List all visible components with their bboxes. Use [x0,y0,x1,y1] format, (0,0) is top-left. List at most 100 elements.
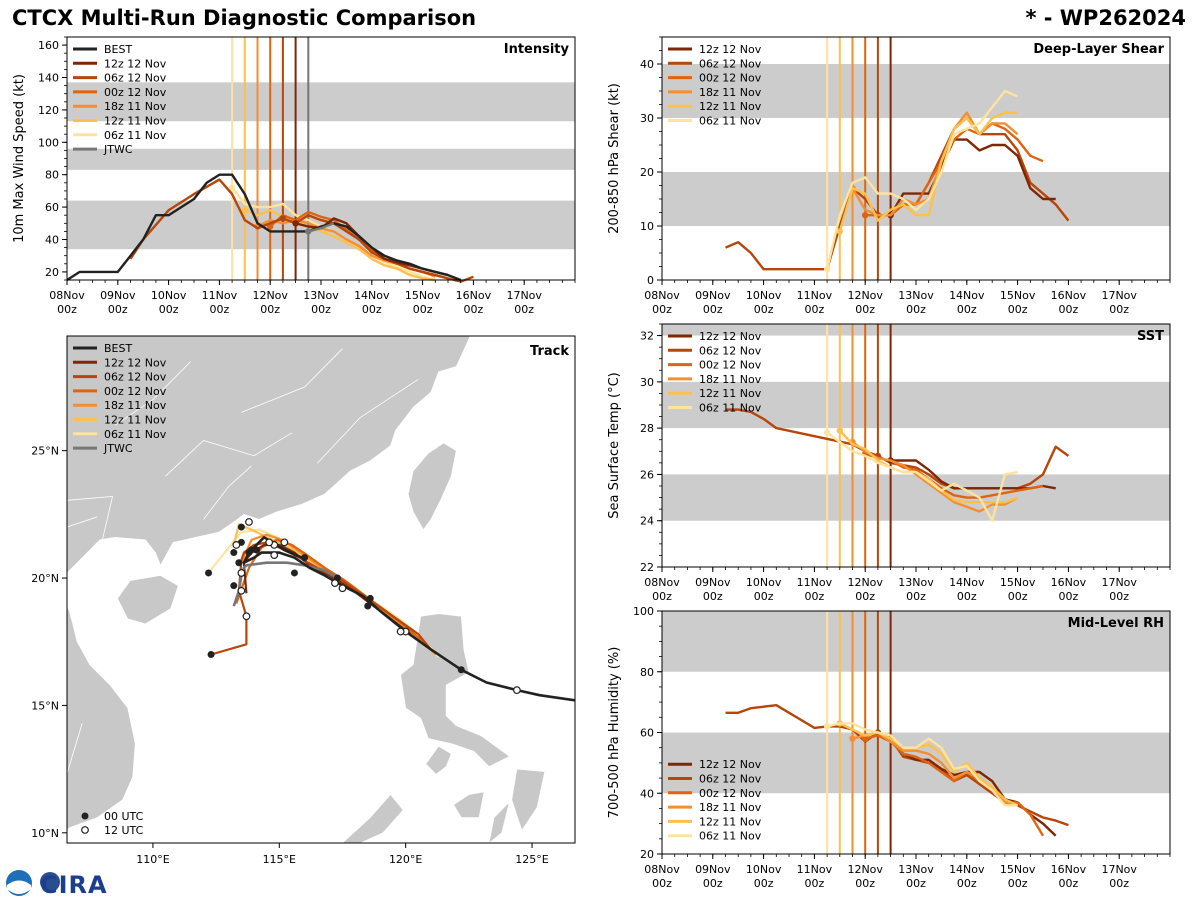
track-lines-group [205,518,575,702]
sst-init-point-06z-11-nov [823,429,831,436]
intensity-band-2 [67,82,575,122]
track-line-00z-12-nov [235,538,427,646]
land-mainland [67,336,471,574]
land-mindoro [425,745,452,775]
shear-legend-label-06z-12-nov: 06z 12 Nov [699,57,762,70]
shear-xtick-label-day: 08Nov [644,289,680,302]
rh-series-12z-11-nov [839,722,1019,807]
shear-xtick-label-hour: 00z [652,303,672,316]
intensity-xtick-label-day: 15Nov [405,289,441,302]
shear-series-12z-12-nov [889,138,1056,216]
intensity-band-1 [67,148,575,170]
rh-xtick-label-day: 11Nov [797,863,833,876]
sst-xtick-label-hour: 00z [1109,590,1129,603]
intensity-legend-label-06z-12-nov: 06z 12 Nov [104,72,167,85]
land-border-3 [316,378,419,464]
intensity-init-point-06z-12-nov [279,215,287,222]
sst-xtick-label-hour: 00z [1059,590,1079,603]
figure-title: CTCX Multi-Run Diagnostic Comparison [12,6,477,30]
track-marker-12utc-3 [331,579,339,588]
intensity-ytick-label: 40 [45,234,59,247]
intensity-xtick-label-day: 09Nov [100,289,136,302]
shear-ylabel: 200-850 hPa Shear (kt) [607,83,622,234]
track-legend-label-jtwc: JTWC [103,442,133,455]
logo-noaa-bird-icon [7,880,31,894]
intensity-ytick-label: 80 [45,169,59,182]
sst-xtick-label-day: 11Nov [797,576,833,589]
sst-xtick-label-day: 12Nov [847,576,883,589]
track-legend-label-best: BEST [104,342,132,355]
rh-xtick-label-hour: 00z [1109,877,1129,890]
track-xtick-label: 115°E [263,853,296,866]
track-marker-12utc-7 [237,586,246,595]
track-legend-label-12utc: 12 UTC [104,824,144,837]
shear-xtick-label-hour: 00z [1109,303,1129,316]
sst-panel-title: SST [1137,329,1164,344]
land-border-4 [203,465,252,520]
shear-panel-title: Deep-Layer Shear [1033,42,1164,57]
sst-xtick-label-day: 09Nov [695,576,731,589]
rh-xtick-label-day: 15Nov [1000,863,1036,876]
rh-xtick-label-day: 10Nov [746,863,782,876]
track-legend-label-06z-11-nov: 06z 11 Nov [104,428,167,441]
sst-xtick-label-day: 13Nov [898,576,934,589]
shear-ytick-label: 40 [640,58,654,71]
shear-series-12z-11-nov [838,111,1018,232]
intensity-series-jtwc [308,222,335,233]
intensity-legend-label-12z-12-nov: 12z 12 Nov [104,57,167,70]
track-legend-label-12z-11-nov: 12z 11 Nov [104,414,167,427]
track-legend-marker-12utc [81,826,89,834]
land-border-5 [114,361,192,426]
intensity-xtick-label-day: 16Nov [456,289,492,302]
rh-xtick-label-hour: 00z [805,877,825,890]
intensity-legend-label-jtwc: JTWC [103,143,133,156]
shear-xtick-label-day: 10Nov [746,289,782,302]
cira-logo: CIRA [6,870,108,899]
intensity-xtick-label-hour: 00z [413,303,433,316]
rh-xtick-label-day: 17Nov [1101,863,1137,876]
track-marker-00utc-5 [207,650,215,658]
track-legend-label-00utc: 00 UTC [104,810,144,823]
shear-xtick-label-day: 14Nov [949,289,985,302]
track-line-12z-12-nov [242,543,412,635]
intensity-ylabel: 10m Max Wind Speed (kt) [12,74,27,243]
intensity-legend-label-best: BEST [104,43,132,56]
shear-xtick-label-hour: 00z [855,303,875,316]
intensity-xtick-label-day: 12Nov [252,289,288,302]
rh-panel-title: Mid-Level RH [1068,616,1164,631]
track-marker-12utc-2 [338,584,347,593]
sst-xtick-label-hour: 00z [805,590,825,603]
intensity-band-0 [67,200,575,250]
rh-xtick-label-hour: 00z [855,877,875,890]
shear-ytick-label: 10 [640,220,654,233]
intensity-xtick-label-day: 14Nov [354,289,390,302]
sst-xtick-label-hour: 00z [754,590,774,603]
intensity-panel-title: Intensity [504,42,570,57]
rh-xtick-label-hour: 00z [1059,877,1079,890]
logo-text: CIRA [40,871,108,899]
intensity-init-point-12z-11-nov [241,207,248,214]
shear-xtick-label-day: 12Nov [847,289,883,302]
track-marker-12utc-9 [232,541,241,549]
track-legend-label-06z-12-nov: 06z 12 Nov [104,371,167,384]
track-marker-12utc-6 [242,612,251,621]
shear-init-point-00z-12-nov [862,212,869,219]
sst-xtick-label-hour: 00z [652,590,672,603]
track-marker-12utc-13 [265,538,274,547]
intensity-xtick-label-hour: 00z [514,303,534,316]
track-xtick-label: 120°E [389,853,422,866]
rh-xtick-label-hour: 00z [1008,877,1028,890]
sst-legend-label-00z-12-nov: 00z 12 Nov [699,359,762,372]
intensity-ytick-label: 100 [38,136,59,149]
track-xtick-label: 125°E [515,853,548,866]
track-panel-title: Track [530,344,569,359]
intensity-xtick-label-hour: 00z [311,303,331,316]
land-luzon [400,613,510,767]
sst-xtick-label-hour: 00z [957,590,977,603]
shear-xtick-label-hour: 00z [703,303,723,316]
sst-series-12z-11-nov [838,429,1019,504]
shear-xtick-label-hour: 00z [906,303,926,316]
sst-ytick-label: 24 [640,515,654,528]
sst-band-0 [662,474,1170,521]
shear-xtick-label-hour: 00z [754,303,774,316]
